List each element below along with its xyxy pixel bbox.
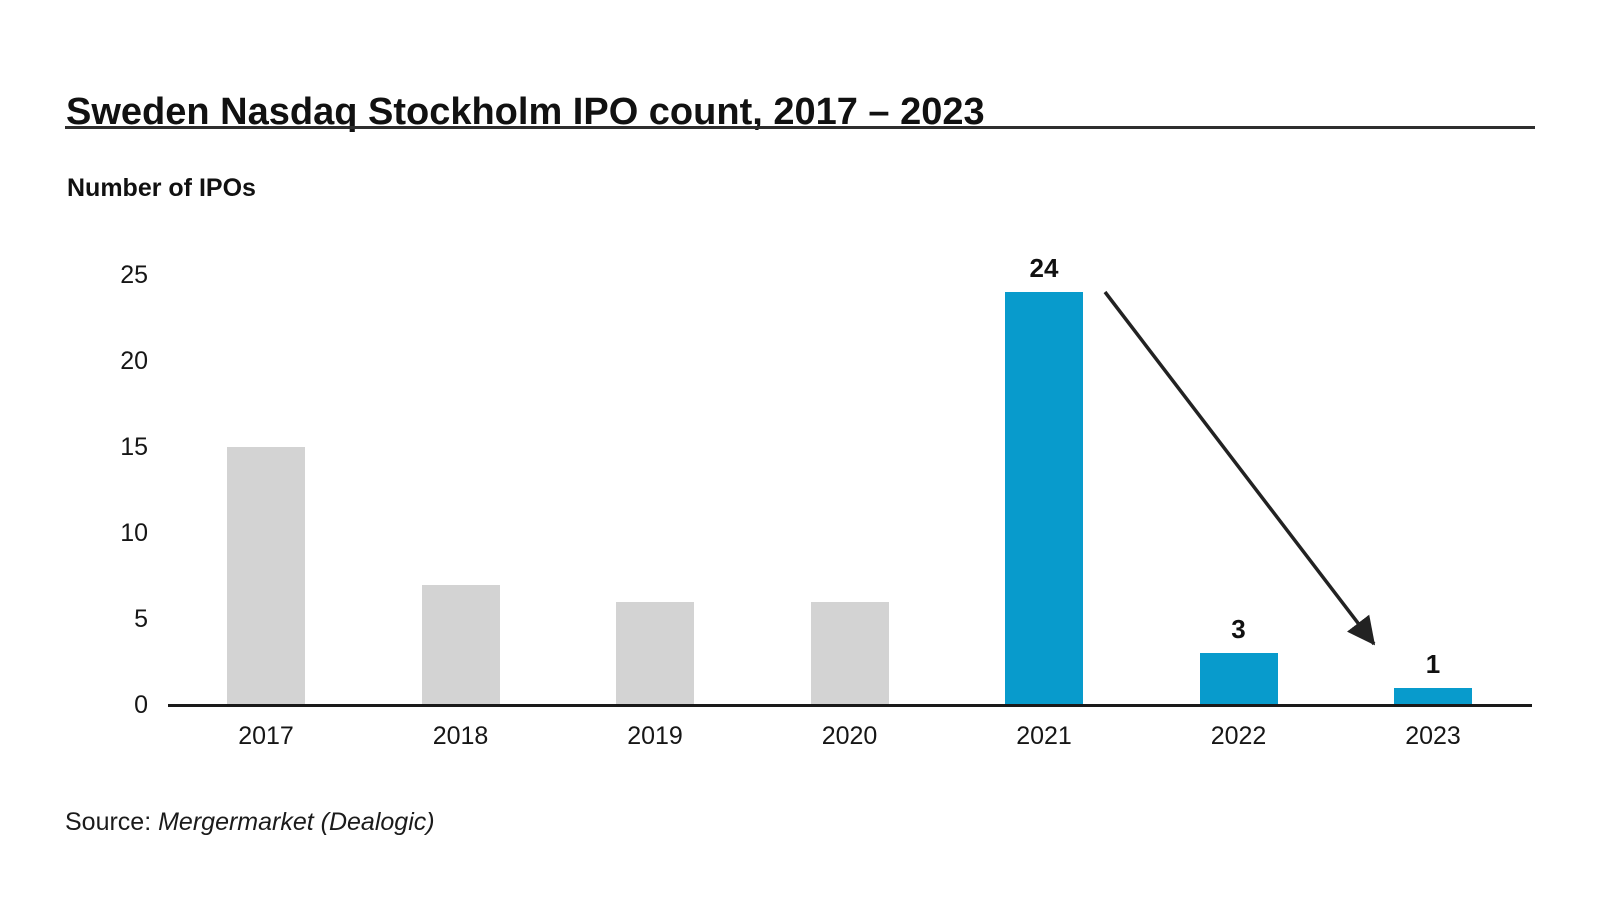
y-tick-label: 20 (120, 347, 148, 375)
x-tick-label: 2018 (432, 722, 489, 750)
x-axis-line (168, 704, 1532, 707)
y-tick-label: 15 (120, 433, 148, 461)
x-tick-label: 2020 (821, 722, 878, 750)
y-tick-label: 10 (120, 519, 148, 547)
y-tick-label: 5 (134, 605, 148, 633)
x-tick-label: 2019 (627, 722, 683, 750)
bar-2023: 1 (1394, 649, 1472, 705)
bar-2018 (421, 584, 500, 705)
bar-column-2018: 2018 (421, 270, 500, 750)
bar-2019 (616, 601, 694, 705)
bar-column-2019: 2019 (616, 270, 694, 750)
bar-2020 (810, 601, 889, 705)
x-tick-label: 2022 (1210, 722, 1267, 750)
bar-column-2017: 2017 (227, 270, 305, 750)
x-tick-label: 2021 (1016, 722, 1072, 750)
bar-2022: 3 (1199, 614, 1278, 705)
y-axis-title: Number of IPOs (67, 174, 256, 202)
bar-plot-area: 2017 2018 2019 2020 24 2021 3 2022 1 2023 (227, 253, 1472, 750)
source-name: Mergermarket (Dealogic) (158, 808, 435, 836)
source-note: Source: Mergermarket (Dealogic) (65, 808, 435, 837)
bar-column-2020: 2020 (810, 270, 889, 750)
y-tick-label: 25 (120, 261, 148, 289)
source-prefix: Source: (65, 808, 159, 836)
bar-column-2022: 3 2022 (1199, 270, 1278, 750)
bar-value-label: 24 (1029, 253, 1059, 284)
x-tick-label: 2017 (238, 722, 294, 750)
bar-column-2021: 24 2021 (1005, 253, 1083, 750)
y-tick-label: 0 (134, 691, 148, 719)
bar-value-label: 3 (1231, 614, 1246, 645)
title-divider (65, 126, 1535, 129)
bar-2017 (227, 447, 305, 705)
x-tick-label: 2023 (1405, 722, 1461, 750)
bar-column-2023: 1 2023 (1394, 270, 1472, 750)
bar-value-label: 1 (1425, 648, 1441, 679)
bar-2021: 24 (1005, 253, 1083, 705)
